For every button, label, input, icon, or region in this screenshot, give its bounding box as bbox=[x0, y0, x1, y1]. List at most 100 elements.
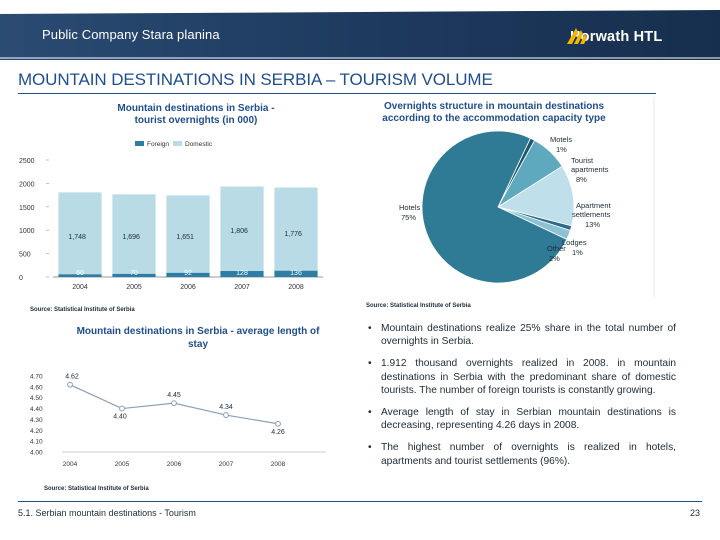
pie-slice-apartment-settlements bbox=[497, 165, 575, 227]
bullet-text: The highest number of overnights is real… bbox=[381, 442, 676, 467]
structure-chart-svg: Overnights structure in mountain destina… bbox=[366, 97, 656, 309]
bar-foreign-label: 128 bbox=[236, 270, 248, 277]
bar-foreign-label: 70 bbox=[130, 270, 138, 277]
pie-label-motels: Motels bbox=[550, 135, 572, 144]
x-tick-label: 2004 bbox=[72, 284, 88, 291]
pie-pct-tourist-apartments: 8% bbox=[576, 175, 587, 184]
bullet-item: • Mountain destinations realize 25% share… bbox=[366, 322, 676, 348]
y-tick-label: 1500 bbox=[19, 205, 35, 212]
x-tick-label: 2007 bbox=[219, 461, 234, 468]
stay-data-label: 4.34 bbox=[219, 404, 233, 411]
pie-label-lodges: Lodges bbox=[562, 238, 587, 247]
bar-foreign-label: 136 bbox=[290, 270, 302, 277]
legend-foreign-label: Foreign bbox=[147, 141, 169, 148]
x-tick-label: 2005 bbox=[126, 284, 142, 291]
stay-data-label: 4.62 bbox=[65, 374, 79, 381]
bar-domestic bbox=[166, 195, 210, 273]
pie-label-apartments: apartments bbox=[571, 165, 609, 174]
x-tick-label: 2008 bbox=[288, 284, 304, 291]
bar-foreign bbox=[166, 272, 210, 277]
bar-domestic-label: 1,696 bbox=[122, 234, 140, 241]
stay-point bbox=[67, 381, 73, 388]
y-tick-label: 4.60 bbox=[30, 384, 43, 391]
bullet-marker: • bbox=[368, 358, 372, 370]
x-tick-label: 2007 bbox=[234, 284, 250, 291]
overnights-title-line1: Mountain destinations in Serbia - bbox=[117, 103, 274, 114]
pie-label-settlements: settlements bbox=[572, 210, 611, 219]
bar-domestic bbox=[58, 192, 102, 275]
x-tick-label: 2006 bbox=[180, 284, 196, 291]
x-tick-label: 2004 bbox=[63, 461, 78, 468]
overnights-chart: Mountain destinations in Serbia - touris… bbox=[18, 97, 336, 315]
y-tick-label: 4.40 bbox=[30, 406, 43, 413]
bar-foreign bbox=[112, 273, 156, 277]
bar-domestic-label: 1,651 bbox=[176, 234, 194, 241]
bullet-text: Mountain destinations realize 25% share … bbox=[381, 323, 676, 348]
bullet-text: 1.912 thousand overnights realized in 20… bbox=[381, 358, 676, 396]
pie-pct-hotels: 75% bbox=[401, 213, 416, 222]
footer-divider bbox=[18, 501, 702, 502]
structure-chart: Overnights structure in mountain destina… bbox=[366, 97, 656, 309]
y-tick-label: 1000 bbox=[19, 228, 35, 235]
y-tick-label: 4.10 bbox=[30, 439, 43, 446]
stay-source: Source: Statistical Institute of Serbia bbox=[44, 486, 149, 492]
bar-foreign-label: 60 bbox=[76, 270, 84, 277]
horwath-logo: Horwath HTL bbox=[566, 24, 662, 50]
stay-chart: Mountain destinations in Serbia - averag… bbox=[18, 318, 336, 496]
stay-title-line1: Mountain destinations in Serbia - averag… bbox=[77, 326, 320, 337]
stay-title-line2: stay bbox=[188, 339, 208, 350]
overnights-chart-svg: Mountain destinations in Serbia - touris… bbox=[18, 97, 336, 313]
bar-domestic-label: 1,776 bbox=[284, 231, 302, 238]
structure-title-line1: Overnights structure in mountain destina… bbox=[384, 101, 604, 112]
bullet-item: • The highest number of overnights is rea… bbox=[366, 441, 676, 467]
y-tick-label: 2000 bbox=[19, 181, 35, 188]
y-tick-label: 4.00 bbox=[30, 450, 43, 457]
page-number: 23 bbox=[689, 508, 700, 518]
pie-label-other: Other bbox=[547, 244, 566, 253]
bar-domestic bbox=[220, 186, 264, 272]
pie-label-tourist: Tourist bbox=[571, 156, 594, 165]
bar-foreign-label: 92 bbox=[184, 270, 192, 277]
x-tick-label: 2006 bbox=[167, 461, 182, 468]
bullet-text: Average length of stay in Serbian mounta… bbox=[381, 407, 676, 432]
footer-section: 5.1. Serbian mountain destinations - Tou… bbox=[18, 508, 196, 518]
bullet-marker: • bbox=[368, 323, 372, 334]
pie-pct-lodges: 1% bbox=[572, 248, 583, 257]
pie-label-hotels: Hotels bbox=[399, 203, 421, 212]
bullet-list: • Mountain destinations realize 25% share… bbox=[366, 322, 676, 477]
stay-point bbox=[171, 400, 177, 407]
stay-point bbox=[119, 405, 125, 412]
header-bar: Public Company Stara planina Horwath HTL bbox=[0, 0, 720, 64]
bar-foreign bbox=[58, 274, 102, 277]
bar-domestic bbox=[112, 194, 156, 274]
bar-foreign bbox=[274, 270, 318, 277]
structure-source: Source: Statistical Institute of Serbia bbox=[366, 303, 471, 309]
overnights-source: Source: Statistical Institute of Serbia bbox=[30, 307, 135, 313]
bullet-item: • 1.912 thousand overnights realized in 2… bbox=[366, 357, 676, 397]
stay-point bbox=[275, 420, 281, 427]
logo-text: Horwath HTL bbox=[570, 29, 663, 45]
pie-label-apartment: Apartment bbox=[576, 201, 612, 210]
legend-foreign-swatch bbox=[135, 141, 144, 146]
pie-pct-motels: 1% bbox=[556, 145, 567, 154]
legend-domestic-label: Domestic bbox=[185, 141, 213, 148]
bullet-marker: • bbox=[368, 407, 372, 419]
stay-point bbox=[223, 412, 229, 418]
x-tick-label: 2008 bbox=[271, 461, 286, 468]
y-tick-label: 2500 bbox=[19, 158, 35, 165]
y-tick-label: 4.50 bbox=[30, 395, 43, 402]
header-background bbox=[0, 0, 720, 64]
y-tick-label: 4.30 bbox=[30, 417, 43, 424]
page-title: MOUNTAIN DESTINATIONS IN SERBIA – TOURIS… bbox=[18, 70, 493, 89]
bar-foreign bbox=[220, 271, 264, 277]
bullet-item: • Average length of stay in Serbian mount… bbox=[366, 406, 676, 432]
pie-pct-other: 2% bbox=[549, 254, 560, 263]
bullet-marker: • bbox=[368, 442, 372, 454]
y-tick-label: 0 bbox=[19, 275, 23, 282]
stay-data-label: 4.40 bbox=[113, 414, 127, 421]
bar-domestic-label: 1,748 bbox=[68, 234, 86, 241]
structure-title-line2: according to the accommodation capacity … bbox=[382, 113, 606, 124]
legend-domestic-swatch bbox=[173, 141, 182, 146]
y-tick-label: 500 bbox=[19, 252, 31, 259]
overnights-title-line2: tourist overnights (in 000) bbox=[135, 115, 258, 126]
